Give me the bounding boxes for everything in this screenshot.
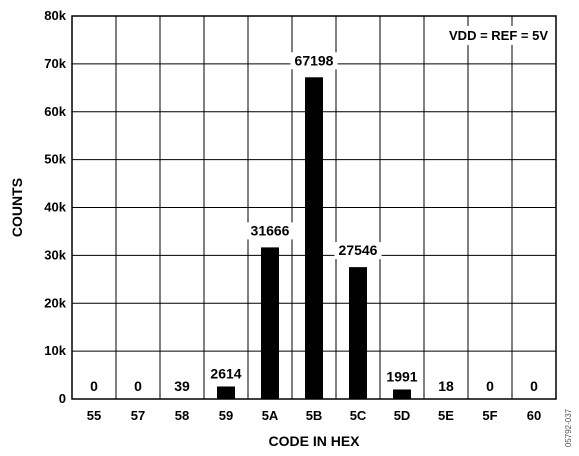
figure-id: 05792-037 bbox=[564, 408, 573, 447]
x-tick-label: 60 bbox=[527, 408, 541, 423]
bar bbox=[393, 389, 411, 399]
value-label: 31666 bbox=[251, 222, 290, 238]
x-tick-labels: 55 57 58 59 5A 5B 5C 5D 5E 5F 60 bbox=[87, 408, 541, 423]
x-tick-label: 5E bbox=[438, 408, 454, 423]
x-tick-label: 5A bbox=[262, 408, 279, 423]
bar bbox=[217, 386, 235, 399]
value-label: 18 bbox=[438, 378, 454, 394]
value-labels: 0 0 39 2614 31666 67198 27546 1991 18 0 0 bbox=[90, 52, 538, 394]
bar bbox=[305, 77, 323, 399]
value-label-backdrop bbox=[334, 242, 382, 260]
y-tick-label: 80k bbox=[44, 8, 66, 23]
y-tick-label: 10k bbox=[44, 343, 66, 358]
x-tick-label: 5F bbox=[482, 408, 497, 423]
x-tick-label: 5B bbox=[306, 408, 323, 423]
y-tick-label: 70k bbox=[44, 56, 66, 71]
value-label: 0 bbox=[486, 378, 494, 394]
x-tick-label: 55 bbox=[87, 408, 101, 423]
x-tick-label: 59 bbox=[219, 408, 233, 423]
value-label: 67198 bbox=[295, 52, 334, 68]
y-tick-label: 60k bbox=[44, 104, 66, 119]
y-tick-label: 20k bbox=[44, 295, 66, 310]
bar bbox=[349, 267, 367, 399]
x-tick-label: 5C bbox=[350, 408, 367, 423]
y-tick-label: 40k bbox=[44, 200, 66, 215]
value-label: 27546 bbox=[339, 242, 378, 258]
value-label: 1991 bbox=[386, 368, 417, 384]
x-axis-title: CODE IN HEX bbox=[268, 433, 360, 449]
condition-annotation: VDD = REF = 5V bbox=[449, 28, 548, 43]
value-label: 0 bbox=[530, 378, 538, 394]
y-axis-title: COUNTS bbox=[9, 178, 25, 237]
value-label-backdrop bbox=[290, 52, 338, 70]
bar bbox=[261, 247, 279, 399]
value-label-backdrop bbox=[246, 222, 294, 240]
value-label: 39 bbox=[174, 378, 190, 394]
value-label: 0 bbox=[90, 378, 98, 394]
x-tick-label: 58 bbox=[175, 408, 189, 423]
plot-frame bbox=[71, 15, 557, 400]
y-tick-label: 30k bbox=[44, 247, 66, 262]
y-tick-label: 0 bbox=[59, 391, 66, 406]
bars-group bbox=[173, 77, 455, 399]
y-tick-label: 50k bbox=[44, 152, 66, 167]
x-tick-label: 57 bbox=[131, 408, 145, 423]
annotation-backdrop bbox=[444, 26, 554, 45]
y-tick-labels: 0 10k 20k 30k 40k 50k 60k 70k 80k bbox=[44, 8, 66, 406]
value-label: 0 bbox=[134, 378, 142, 394]
x-tick-label: 5D bbox=[394, 408, 411, 423]
value-label: 2614 bbox=[210, 365, 241, 381]
